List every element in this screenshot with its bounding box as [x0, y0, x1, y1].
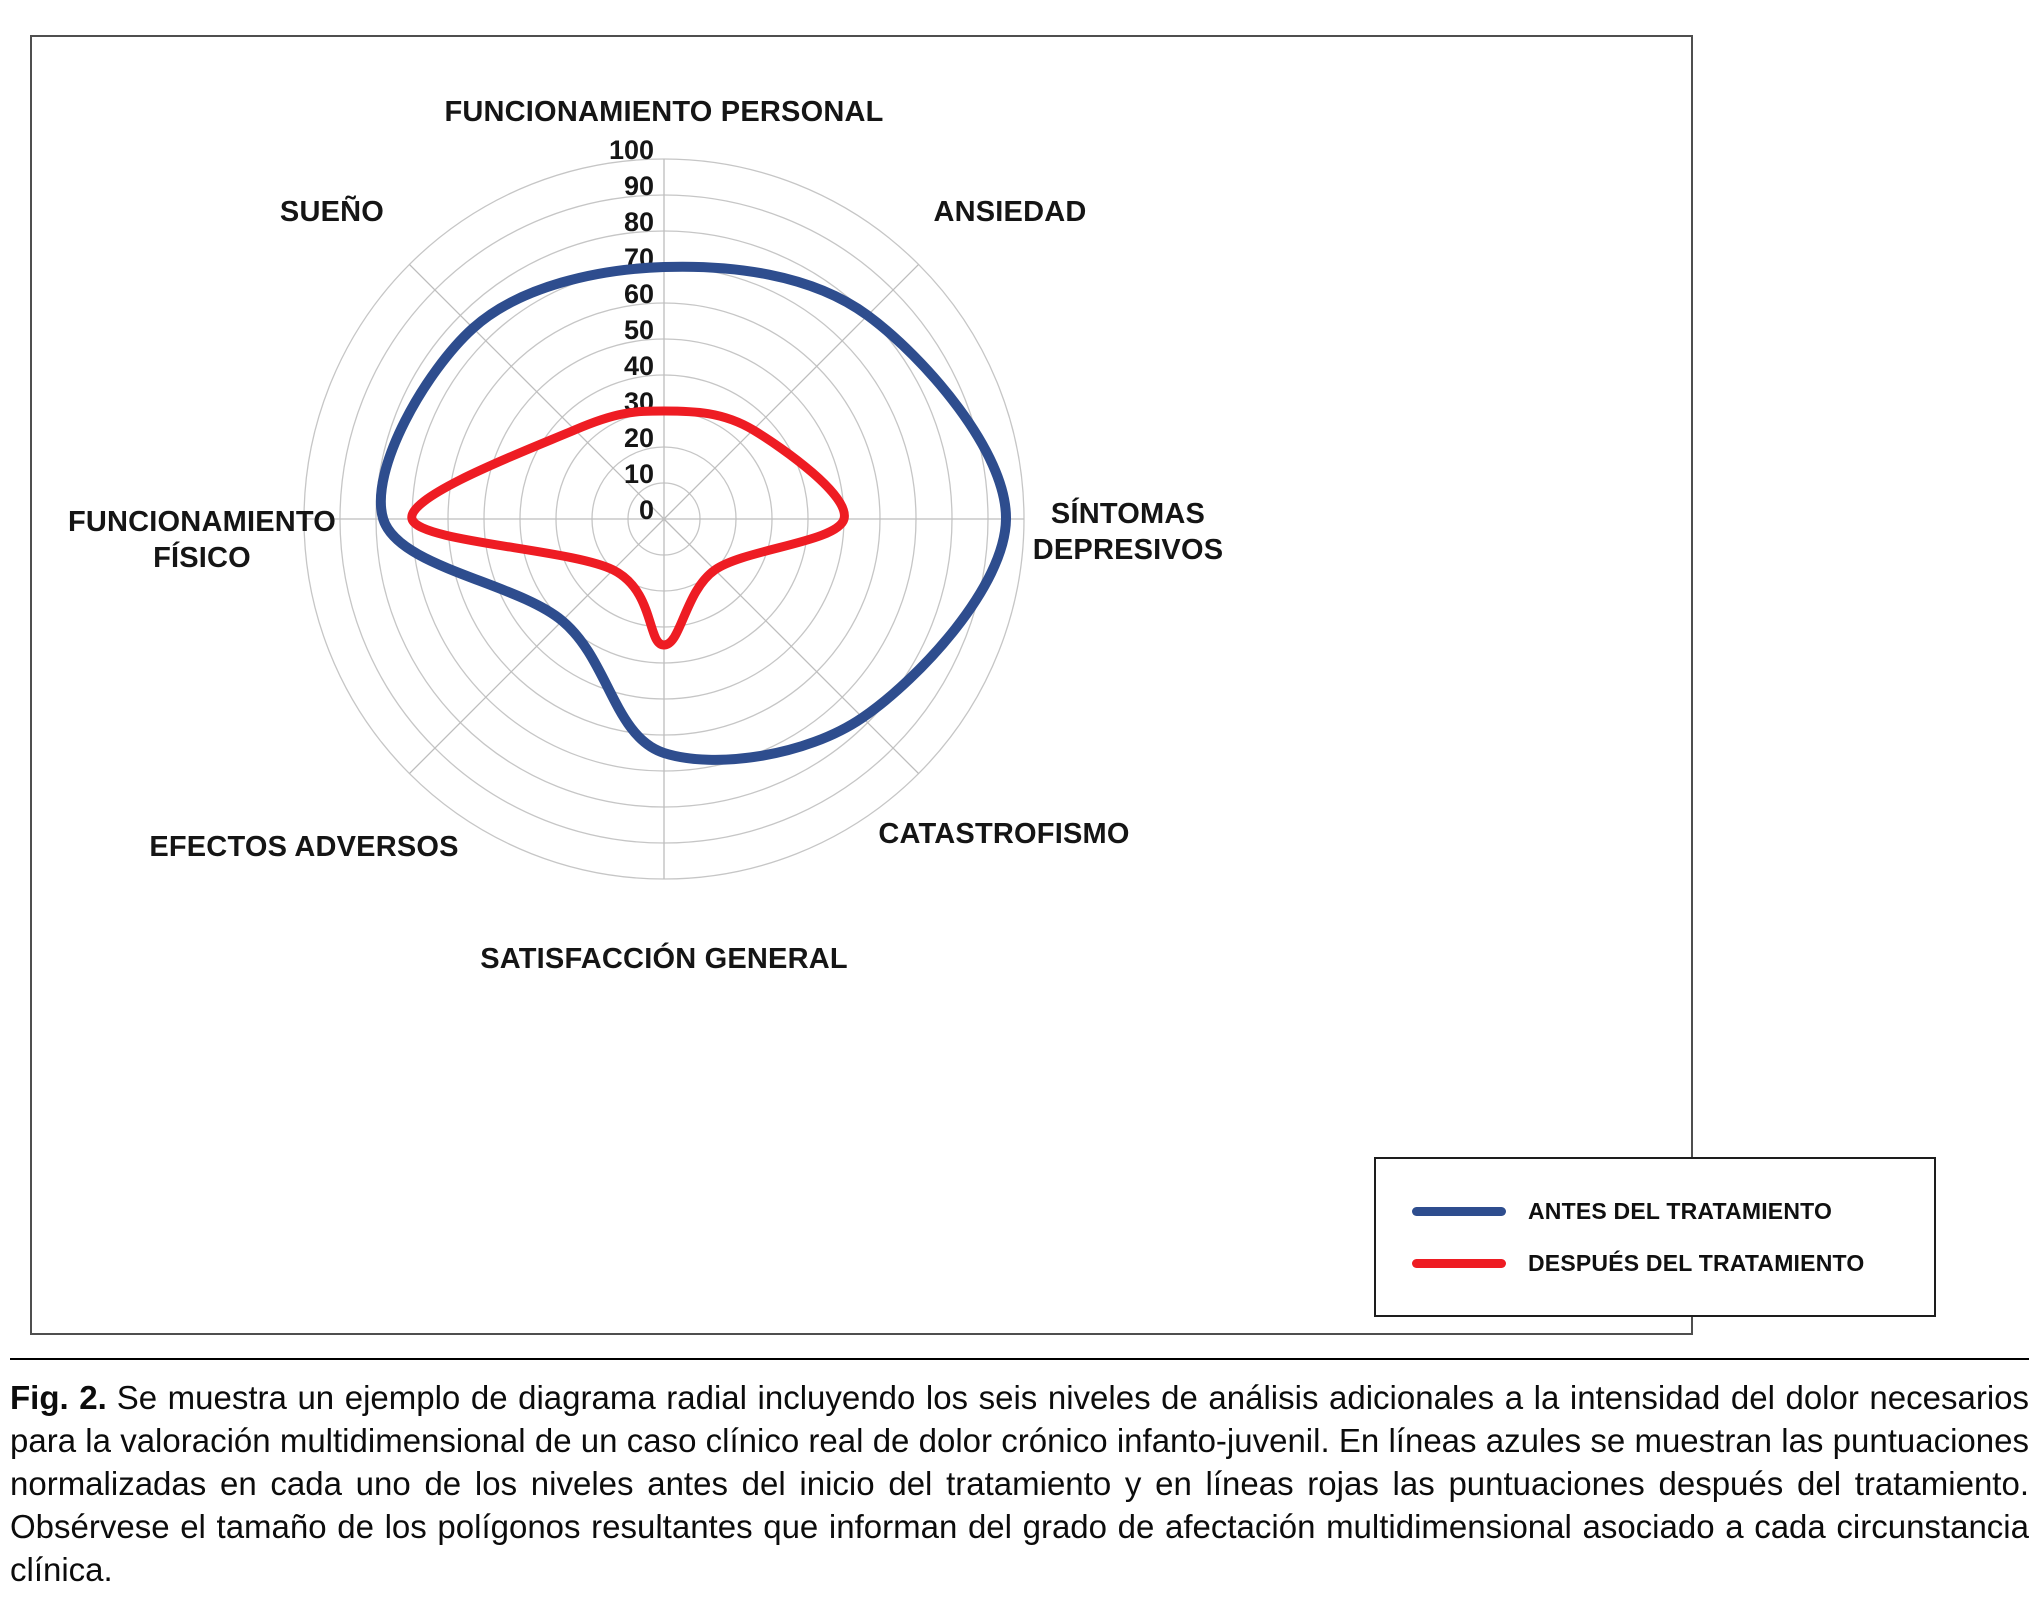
axis-label-ansiedad: ANSIEDAD	[933, 196, 1087, 228]
svg-text:90: 90	[624, 171, 654, 201]
svg-text:0: 0	[639, 495, 654, 525]
legend-line-antes-icon	[1412, 1206, 1506, 1216]
axis-label-satisfaccion-general: SATISFACCIÓN GENERAL	[480, 943, 848, 975]
svg-text:100: 100	[609, 135, 654, 165]
axis-label-catastrofismo: CATASTROFISMO	[878, 818, 1130, 850]
legend-label-antes: ANTES DEL TRATAMIENTO	[1528, 1197, 1833, 1224]
legend-item-despues: DESPUÉS DEL TRATAMIENTO	[1412, 1244, 1934, 1282]
axis-label-funcionamiento-personal: FUNCIONAMIENTO PERSONAL	[444, 96, 884, 128]
legend-line-despues-icon	[1412, 1258, 1506, 1268]
axis-label-sueno: SUEÑO	[279, 196, 385, 228]
figure-caption: Fig. 2. Se muestra un ejemplo de diagrama…	[10, 1358, 2029, 1591]
figure-caption-label: Fig. 2.	[10, 1379, 107, 1416]
axis-label-efectos-adversos: EFECTOS ADVERSOS	[149, 831, 459, 863]
svg-text:40: 40	[624, 351, 654, 381]
legend-item-antes: ANTES DEL TRATAMIENTO	[1412, 1192, 1934, 1230]
svg-text:50: 50	[624, 315, 654, 345]
axis-label-sintomas-depresivos: SÍNTOMAS DEPRESIVOS	[1032, 498, 1224, 566]
axis-label-funcionamiento-fisico: FUNCIONAMIENTO FÍSICO	[67, 506, 337, 574]
svg-text:10: 10	[624, 459, 654, 489]
figure-caption-text: Se muestra un ejemplo de diagrama radial…	[10, 1379, 2030, 1588]
svg-text:20: 20	[624, 423, 654, 453]
svg-text:60: 60	[624, 279, 654, 309]
svg-text:80: 80	[624, 207, 654, 237]
legend: ANTES DEL TRATAMIENTO DESPUÉS DEL TRATAM…	[1374, 1157, 1936, 1317]
figure-box: 0 10 20 30 40 50 60 70 80 90 100 FUNCIONAMIENTO PE…	[30, 35, 1936, 1335]
legend-label-despues: DESPUÉS DEL TRATAMIENTO	[1528, 1249, 1865, 1276]
